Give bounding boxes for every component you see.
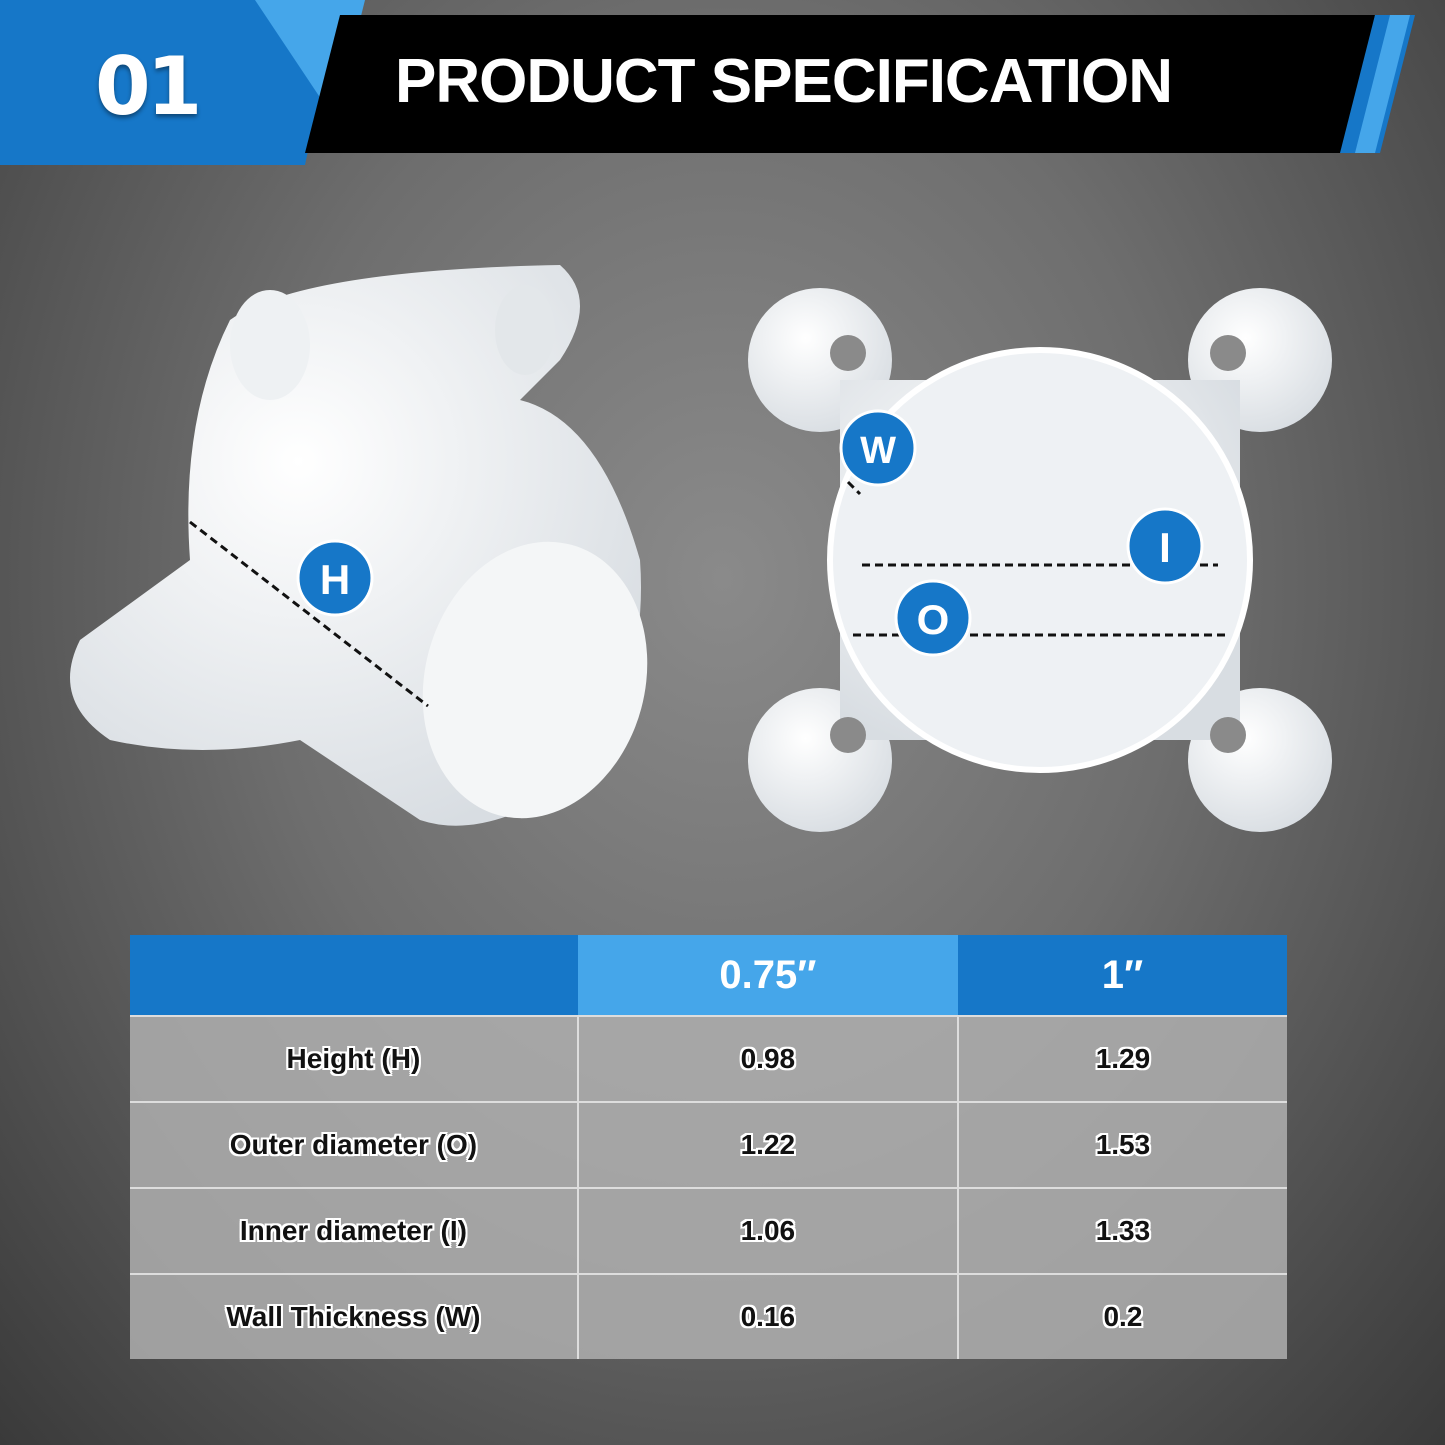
cell-value: 1.06 xyxy=(576,1187,958,1274)
svg-text:O: O xyxy=(917,596,950,643)
header-cell-1: 1″ xyxy=(957,935,1287,1016)
table-header: 0.75″ 1″ xyxy=(130,935,1287,1016)
table-row: Inner diameter (I) 1.06 1.33 xyxy=(130,1187,1287,1274)
section-number: 01 xyxy=(95,40,202,133)
table-row: Outer diameter (O) 1.22 1.53 xyxy=(130,1101,1287,1188)
svg-text:W: W xyxy=(860,430,896,472)
side-view-fitting xyxy=(70,265,648,826)
row-label: Outer diameter (O) xyxy=(130,1101,578,1188)
top-view-fitting xyxy=(748,288,1332,832)
cell-value: 0.98 xyxy=(576,1015,958,1102)
svg-text:I: I xyxy=(1159,524,1171,571)
marker-w: W xyxy=(839,409,917,487)
product-illustration: H W I O xyxy=(70,265,1332,832)
page-title: PRODUCT SPECIFICATION xyxy=(395,47,1173,116)
header-cell-blank xyxy=(130,935,578,1016)
table-row: Height (H) 0.98 1.29 xyxy=(130,1015,1287,1102)
cell-value: 0.16 xyxy=(576,1273,958,1359)
marker-o: O xyxy=(894,579,972,657)
spec-table: 0.75″ 1″ Height (H) 0.98 1.29 Outer diam… xyxy=(130,935,1287,1359)
row-label: Height (H) xyxy=(130,1015,578,1102)
svg-text:H: H xyxy=(320,556,350,603)
marker-i: I xyxy=(1126,507,1204,585)
table-row: Wall Thickness (W) 0.16 0.2 xyxy=(130,1273,1287,1359)
row-label: Wall Thickness (W) xyxy=(130,1273,578,1359)
cell-value: 1.33 xyxy=(956,1187,1287,1274)
cell-value: 1.53 xyxy=(956,1101,1287,1188)
dimension-lines xyxy=(189,480,1227,708)
marker-h: H xyxy=(296,539,374,617)
cell-value: 1.29 xyxy=(956,1015,1287,1102)
cell-value: 0.2 xyxy=(956,1273,1287,1359)
cell-value: 1.22 xyxy=(576,1101,958,1188)
header-bar xyxy=(305,15,1375,153)
row-label: Inner diameter (I) xyxy=(130,1187,578,1274)
header-cell-075: 0.75″ xyxy=(577,935,958,1016)
